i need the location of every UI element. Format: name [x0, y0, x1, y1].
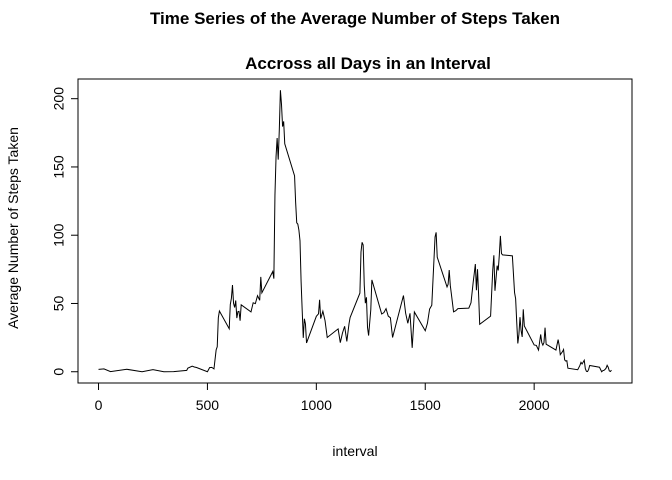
chart-title: Time Series of the Average Number of Ste…	[150, 9, 560, 28]
y-axis-label: Average Number of Steps Taken	[5, 127, 21, 329]
y-tick-label: 200	[51, 87, 67, 111]
y-tick-label: 50	[51, 295, 67, 311]
x-tick-label: 500	[196, 397, 220, 413]
x-tick-label: 0	[95, 397, 103, 413]
plot-frame	[77, 78, 633, 384]
y-tick-label: 0	[51, 368, 67, 376]
x-tick-label: 2000	[519, 397, 550, 413]
data-line	[98, 90, 612, 373]
x-tick-label: 1500	[410, 397, 441, 413]
y-tick-label: 150	[51, 155, 67, 179]
chart-subtitle: Accross all Days in an Interval	[245, 54, 491, 73]
y-tick-label: 100	[51, 223, 67, 247]
x-tick-label: 1000	[301, 397, 332, 413]
x-axis-label: interval	[332, 443, 377, 459]
